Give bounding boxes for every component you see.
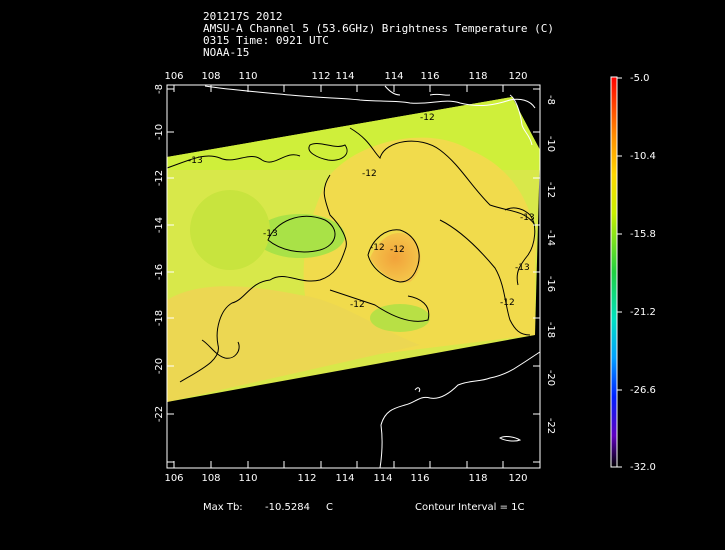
coastlines xyxy=(204,85,541,469)
colorbar-label: -10.4 xyxy=(630,151,656,162)
title-line-4: NOAA-15 xyxy=(203,46,250,59)
lat-label-right: -12 xyxy=(545,182,556,198)
contour-label: -12 xyxy=(420,113,435,123)
lon-label-bottom: 118 xyxy=(468,473,487,484)
contour-label: -13 xyxy=(520,213,535,223)
contour-interval: Contour Interval = 1C xyxy=(415,502,525,513)
lat-label-left: -16 xyxy=(154,264,165,280)
colorbar-label: -21.2 xyxy=(630,307,656,318)
colorbar-label: -26.6 xyxy=(630,385,656,396)
title-line-1: 201217S 2012 xyxy=(203,10,283,23)
colorbar-label: -5.0 xyxy=(630,73,650,84)
lon-label-bottom: 116 xyxy=(410,473,429,484)
lon-label-bottom: 120 xyxy=(508,473,527,484)
map-frame xyxy=(166,84,541,469)
contour-label: -13 xyxy=(188,156,203,166)
lat-label-left: -12 xyxy=(154,170,165,186)
contour-label: -12 xyxy=(350,300,365,310)
contour-label: -12 xyxy=(362,169,377,179)
contour-label: -12 xyxy=(390,245,405,255)
max-tb-unit: C xyxy=(326,502,333,513)
lat-label-left: -14 xyxy=(154,217,165,233)
lat-tick-marks xyxy=(167,88,540,463)
lon-label-bottom: 112 xyxy=(297,473,316,484)
lat-label-left: -8 xyxy=(154,84,165,94)
title-line-3: 0315 Time: 0921 UTC xyxy=(203,34,329,47)
colorbar-label: -32.0 xyxy=(630,462,656,473)
contour-label: -13 xyxy=(263,229,278,239)
lon-label-top: 116 xyxy=(420,71,439,82)
lat-label-right: -16 xyxy=(545,276,556,292)
lat-label-right: -18 xyxy=(545,322,556,338)
lon-label-top: 110 xyxy=(238,71,257,82)
lat-label-left: -18 xyxy=(154,310,165,326)
brightness-swath: -13 -12 -12 -13 -12 -13 -12 -12 -12 -13 xyxy=(167,97,540,402)
lat-label-right: -8 xyxy=(545,95,556,105)
lat-label-right: -22 xyxy=(545,418,556,434)
colorbar-ticks xyxy=(617,77,622,468)
lon-label-bottom: 106 xyxy=(164,473,183,484)
max-tb-label: Max Tb: xyxy=(203,502,243,513)
lon-label-top: 108 xyxy=(201,71,220,82)
lat-label-left: -10 xyxy=(154,124,165,140)
lon-label-bottom: 114 xyxy=(335,473,354,484)
lon-tick-marks xyxy=(173,85,504,468)
lon-label-top: 114 xyxy=(384,71,403,82)
lat-label-right: -10 xyxy=(545,136,556,152)
lat-label-left: -20 xyxy=(154,358,165,374)
max-tb-value: -10.5284 xyxy=(265,502,310,513)
lon-label-top: 120 xyxy=(508,71,527,82)
lat-label-right: -20 xyxy=(545,370,556,386)
lon-label-top: 114 xyxy=(335,71,354,82)
lat-label-left: -22 xyxy=(154,406,165,422)
colorbar xyxy=(610,76,618,468)
lon-label-bottom: 108 xyxy=(201,473,220,484)
lat-label-right: -14 xyxy=(545,230,556,246)
lon-label-bottom: 110 xyxy=(238,473,257,484)
lon-label-top: 106 xyxy=(164,71,183,82)
contour-label: -12 xyxy=(500,298,515,308)
lon-label-bottom: 114 xyxy=(373,473,392,484)
contour-lines xyxy=(167,127,536,383)
colorbar-label: -15.8 xyxy=(630,229,656,240)
contour-label: -13 xyxy=(515,263,530,273)
contour-label: -12 xyxy=(370,243,385,253)
lon-label-top: 118 xyxy=(468,71,487,82)
title-line-2: AMSU-A Channel 5 (53.6GHz) Brightness Te… xyxy=(203,22,554,35)
lon-label-top: 112 xyxy=(311,71,330,82)
